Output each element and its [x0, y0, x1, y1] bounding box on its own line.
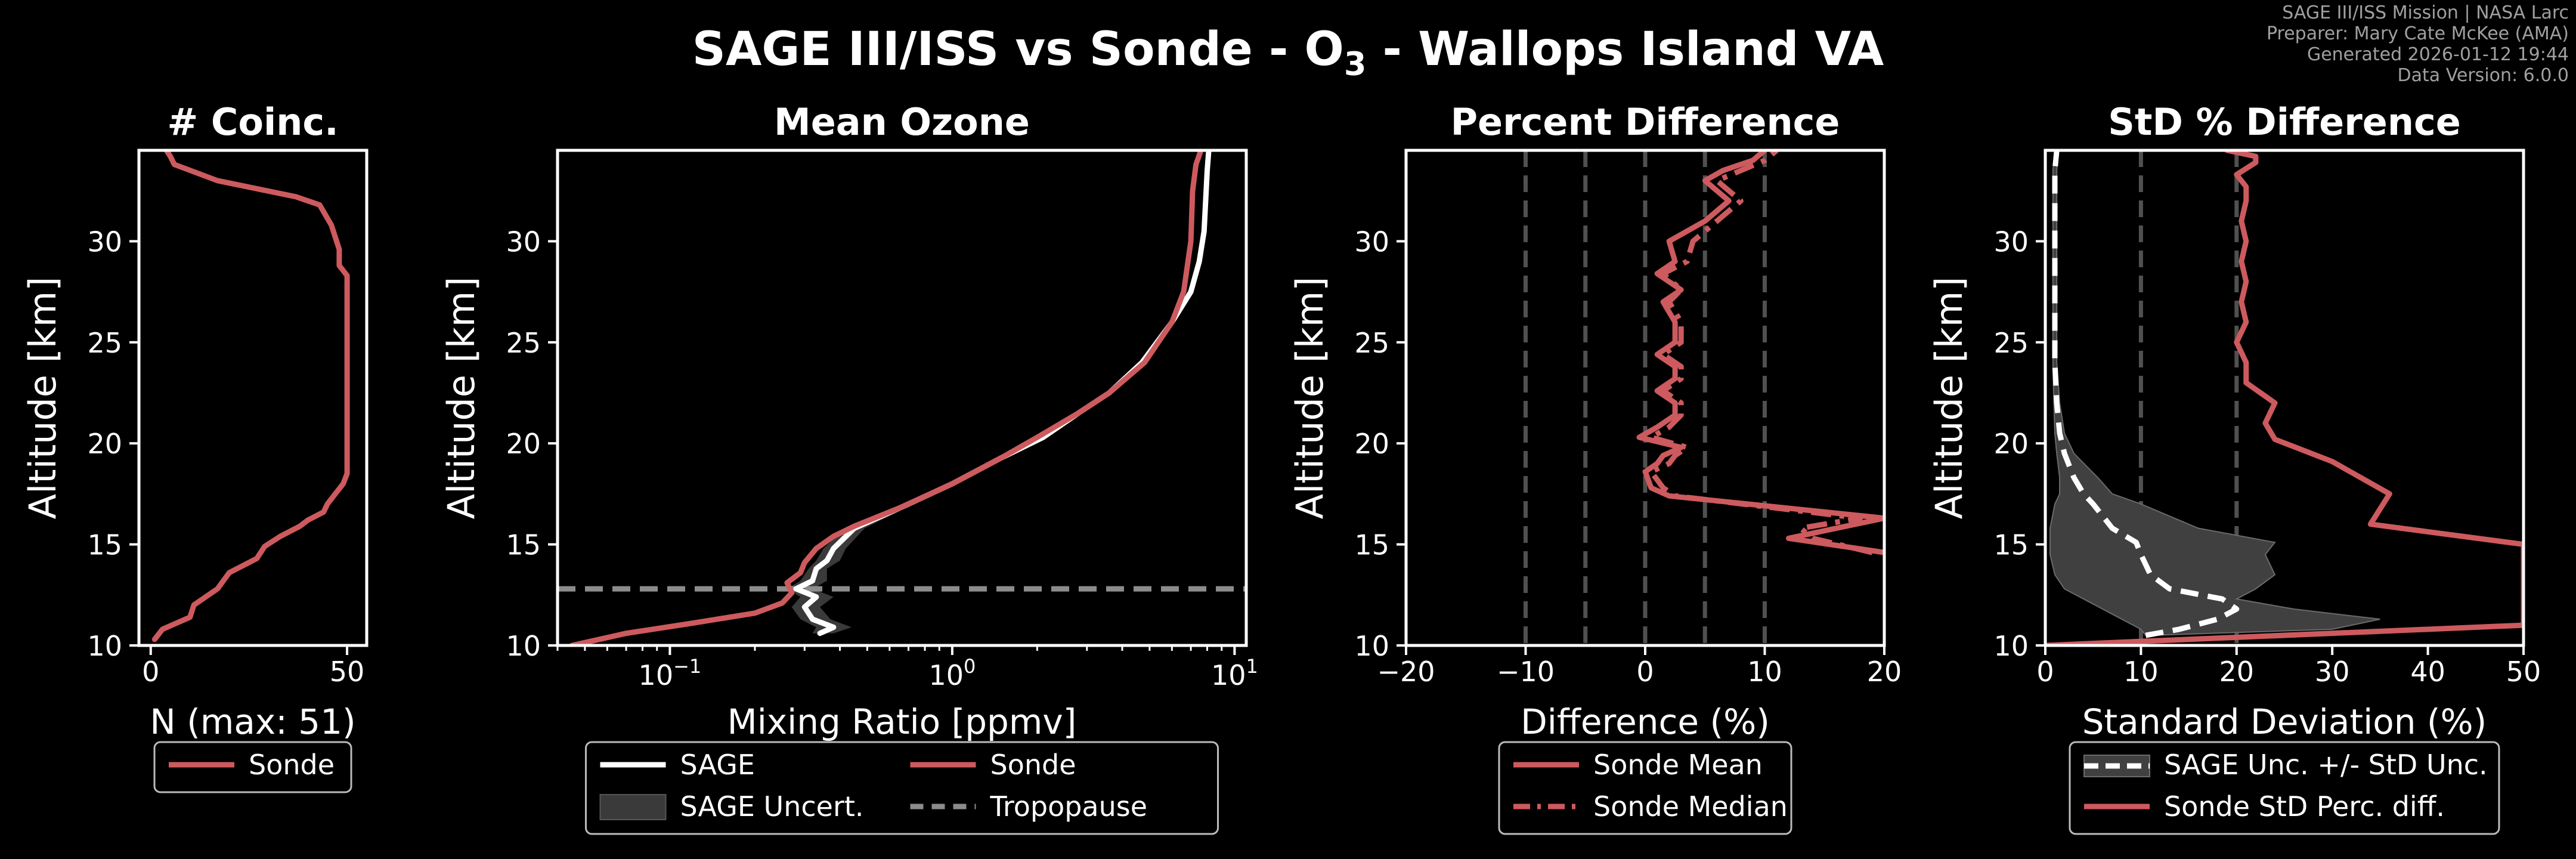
- y-tick-label: 25: [506, 327, 541, 359]
- x-tick-label: 0: [142, 656, 159, 688]
- legend-label: Sonde: [990, 749, 1076, 781]
- panel-title: StD % Difference: [2108, 100, 2461, 144]
- x-tick-label: −20: [1377, 656, 1435, 688]
- axes-frame: [2044, 149, 2525, 647]
- y-tick-label: 25: [1354, 327, 1389, 359]
- y-axis-label: Altitude [km]: [1288, 277, 1332, 520]
- y-tick-label: 20: [1354, 428, 1389, 460]
- y-tick-label: 15: [506, 529, 541, 561]
- y-axis-label: Altitude [km]: [21, 277, 64, 520]
- y-tick-label: 10: [506, 630, 541, 662]
- x-tick-label: 20: [1867, 656, 1902, 688]
- sage-uncert-band: [787, 150, 1210, 634]
- plot-area-2: [1524, 150, 1884, 645]
- y-axis-label: Altitude [km]: [1927, 277, 1971, 520]
- legend-label: Sonde: [249, 749, 335, 781]
- legend-label: Sonde StD Perc. diff.: [2164, 790, 2445, 823]
- y-tick-label: 15: [1993, 529, 2029, 561]
- series-line-sonde: [151, 150, 350, 642]
- meta-generated: Generated 2026-01-12 19:44: [2306, 44, 2569, 65]
- y-tick-label: 10: [1354, 630, 1389, 662]
- y-tick-label: 30: [87, 225, 122, 258]
- legend-label: SAGE Uncert.: [680, 790, 864, 823]
- y-tick-label: 25: [1993, 327, 2029, 359]
- legend-label: SAGE Unc. +/- StD Unc.: [2164, 749, 2488, 781]
- plot-area-3: [2045, 150, 2524, 645]
- x-tick-label: 0: [2036, 656, 2054, 688]
- x-tick-label: 10−1: [639, 655, 702, 691]
- y-tick-label: 10: [87, 630, 122, 662]
- legend-box: [153, 741, 352, 793]
- y-axis-label: Altitude [km]: [439, 277, 483, 520]
- axes-frame: [1404, 149, 1886, 647]
- legend-label: Sonde Mean: [1593, 749, 1763, 781]
- y-tick-label: 15: [87, 529, 122, 561]
- x-tick-label: 10: [1747, 656, 1782, 688]
- meta-version: Data Version: 6.0.0: [2397, 65, 2569, 86]
- y-tick-label: 30: [1993, 225, 2029, 258]
- meta-mission: SAGE III/ISS Mission | NASA Larc: [2282, 2, 2569, 23]
- legend-label: Tropopause: [990, 790, 1148, 823]
- x-tick-label: 50: [2506, 656, 2541, 688]
- legend-label: SAGE: [680, 749, 755, 781]
- series-line-sage-unc-: [2052, 150, 2240, 638]
- x-tick-label: 30: [2315, 656, 2350, 688]
- panel-title: Mean Ozone: [774, 100, 1030, 144]
- x-axis-label: Mixing Ratio [ppmv]: [727, 702, 1077, 742]
- x-tick-label: 40: [2410, 656, 2445, 688]
- axes-frame: [556, 149, 1248, 647]
- y-tick-label: 10: [1993, 630, 2029, 662]
- figure-metadata: SAGE III/ISS Mission | NASA Larc Prepare…: [2267, 2, 2569, 86]
- x-tick-label: 101: [1211, 655, 1258, 691]
- y-tick-label: 30: [506, 225, 541, 258]
- meta-preparer: Preparer: Mary Cate McKee (AMA): [2266, 23, 2569, 44]
- x-tick-label: 50: [330, 656, 365, 688]
- legend-label: Sonde Median: [1593, 790, 1788, 823]
- y-tick-label: 20: [87, 428, 122, 460]
- y-tick-label: 15: [1354, 529, 1389, 561]
- figure-title: SAGE III/ISS vs Sonde - O3 - Wallops Isl…: [692, 23, 1884, 83]
- y-tick-label: 25: [87, 327, 122, 359]
- x-axis-label: N (max: 51): [150, 702, 355, 742]
- x-axis-label: Difference (%): [1521, 702, 1770, 742]
- plot-area-0: [151, 150, 350, 642]
- series-line-sonde-std-perc-diff-: [2045, 150, 2524, 645]
- x-tick-label: −10: [1497, 656, 1555, 688]
- y-tick-label: 30: [1354, 225, 1389, 258]
- x-tick-label: 10: [2123, 656, 2159, 688]
- x-tick-label: 20: [2219, 656, 2255, 688]
- x-axis-label: Standard Deviation (%): [2082, 702, 2487, 742]
- legend-box: [585, 741, 1219, 835]
- axes-frame: [137, 149, 369, 647]
- sage-unc-std-band: [2049, 150, 2380, 636]
- x-tick-label: 100: [928, 655, 976, 691]
- series-line-sonde: [569, 150, 1204, 645]
- series-line-sonde-mean: [1636, 150, 1884, 555]
- panel-title: # Coinc.: [167, 100, 338, 144]
- legend-swatch: [599, 794, 667, 820]
- y-tick-label: 20: [1993, 428, 2029, 460]
- series-line-sage: [793, 150, 1212, 636]
- legend-box: [2069, 741, 2500, 835]
- plot-area-1: [558, 150, 1246, 645]
- panel-title: Percent Difference: [1451, 100, 1840, 144]
- series-line-sonde-median: [1648, 150, 1873, 555]
- y-tick-label: 20: [506, 428, 541, 460]
- x-tick-label: 0: [1636, 656, 1654, 688]
